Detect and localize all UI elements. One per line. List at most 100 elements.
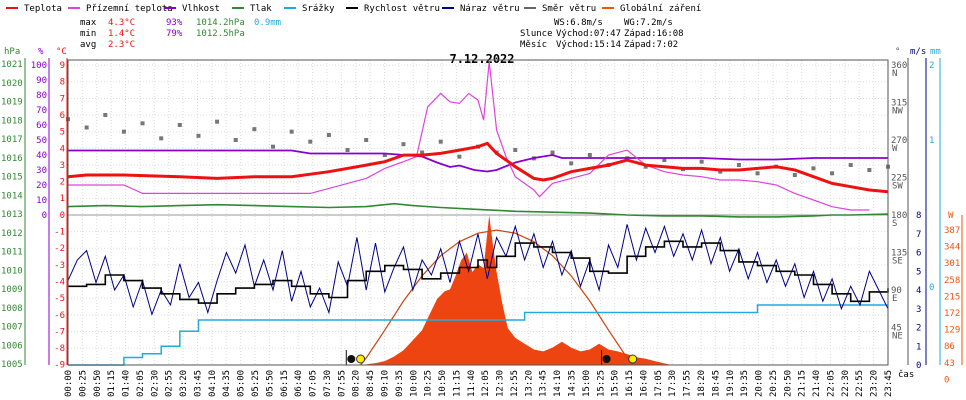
time-tick: 19:35 (740, 370, 750, 397)
x-axis-label: čas (898, 369, 914, 380)
wind-speed-max: WS:6.8m/s (554, 18, 603, 28)
hpa-tick: 1021 (1, 60, 23, 70)
time-tick: 22:55 (855, 370, 865, 397)
hpa-tick: 1020 (1, 79, 23, 89)
hpa-tick: 1017 (1, 135, 23, 145)
wind-direction-point (233, 138, 238, 142)
wind-direction-point (364, 138, 369, 142)
hpa-tick: 1018 (1, 116, 23, 126)
direction-tick: 180 (891, 211, 907, 221)
celsius-tick: 2 (60, 178, 65, 188)
stat-temp: 4.3°C (108, 18, 135, 28)
time-tick: 05:50 (265, 370, 275, 397)
time-tick: 01:40 (122, 370, 132, 397)
time-tick: 06:40 (294, 370, 304, 397)
hpa-tick: 1013 (1, 210, 23, 220)
celsius-tick: 8 (60, 78, 65, 88)
time-tick: 20:50 (783, 370, 793, 397)
wind-direction-point (308, 139, 313, 144)
hpa-tick: 1006 (1, 341, 23, 351)
stat-humidity: 93% (166, 18, 183, 28)
wind-direction-point (271, 144, 275, 149)
legend-item: Rychlost větru (364, 4, 440, 14)
grid (67, 60, 889, 366)
time-tick: 04:10 (208, 370, 218, 397)
direction-tick: N (892, 69, 897, 79)
time-tick: 10:00 (409, 370, 419, 397)
celsius-tick: 0 (60, 211, 65, 221)
pct-tick: 10 (36, 196, 47, 206)
moon-marker (602, 355, 611, 363)
direction-tick: W (892, 144, 898, 154)
pct-tick: 60 (36, 121, 47, 131)
wind-direction-point (252, 127, 257, 132)
w-tick: 301 (944, 259, 960, 269)
hpa-tick: 1015 (1, 173, 23, 183)
pct-tick: 40 (36, 151, 47, 161)
wind-direction-point (438, 139, 443, 144)
plot-area (66, 61, 890, 366)
direction-tick: 45 (891, 324, 902, 334)
stat-temp: 2.3°C (108, 40, 135, 50)
time-tick: 18:45 (711, 370, 721, 397)
hpa-tick: 1011 (1, 248, 23, 258)
time-tick: 02:30 (150, 370, 160, 397)
time-tick: 16:40 (639, 370, 649, 397)
wind-direction-point (420, 150, 425, 155)
plot-frame (67, 59, 889, 366)
stats-block: max 4.3°C 93% 1014.2hPa 0.9mm min 1.4°C 79% 1012… (80, 18, 281, 50)
wind-direction-point (867, 168, 872, 172)
moonrise: Východ:15:14 (556, 40, 621, 50)
time-tick: 07:55 (337, 370, 347, 397)
ms-tick: 2 (916, 324, 921, 334)
celsius-tick: -3 (54, 261, 65, 271)
stat-label: avg (80, 40, 96, 50)
time-tick: 12:55 (510, 370, 520, 397)
mm-tick: 0 (929, 283, 934, 293)
time-tick: 09:35 (395, 370, 405, 397)
time-tick: 17:05 (654, 370, 664, 397)
wind-direction-point (159, 136, 164, 141)
hpa-axis-title: hPa (4, 47, 20, 57)
moonset: Západ:7:02 (624, 40, 678, 50)
wind-direction-point (215, 119, 220, 124)
hpa-tick: 1014 (1, 191, 23, 201)
celsius-tick: 1 (60, 194, 65, 204)
sun-marker (628, 354, 638, 364)
wind-direction-point (103, 113, 108, 117)
wind-direction-point (140, 121, 145, 126)
time-tick: 08:45 (366, 370, 376, 397)
time-tick: 06:15 (280, 370, 290, 397)
mm-tick: 2 (929, 61, 934, 71)
stat-pressure: 1014.2hPa (196, 18, 245, 28)
ms-axis-title: m/s (910, 47, 926, 57)
time-tick: 03:20 (179, 370, 189, 397)
w-tick: 86 (944, 342, 955, 352)
legend-item: Tlak (250, 4, 272, 14)
hpa-tick: 1005 (1, 360, 23, 370)
time-tick: 12:30 (496, 370, 506, 397)
hpa-tick: 1007 (1, 323, 23, 333)
rain-line (68, 304, 888, 366)
celsius-tick: -9 (54, 361, 65, 371)
mm-axis-title: mm (930, 47, 941, 57)
ms-tick: 5 (916, 267, 921, 277)
direction-tick: 270 (891, 136, 907, 146)
wind-direction-point (643, 164, 648, 169)
wind-direction-point (121, 129, 126, 134)
celsius-tick: 5 (60, 128, 65, 138)
time-tick: 14:10 (553, 370, 563, 397)
legend-item: Směr větru (542, 4, 596, 14)
wind-direction-point (662, 158, 667, 162)
sunrise: Východ:07:47 (556, 29, 621, 39)
wind-direction-point (811, 166, 816, 171)
w-tick: 172 (944, 309, 960, 319)
celsius-tick: 3 (60, 161, 65, 171)
celsius-tick: 7 (60, 94, 65, 104)
legend-item: Vlhkost (182, 4, 220, 14)
wind-direction-point (755, 171, 760, 176)
hpa-tick: 1019 (1, 98, 23, 108)
legend-item: Přízemní teplota (86, 4, 173, 14)
time-tick: 02:05 (136, 370, 146, 397)
time-tick: 20:00 (755, 370, 765, 397)
